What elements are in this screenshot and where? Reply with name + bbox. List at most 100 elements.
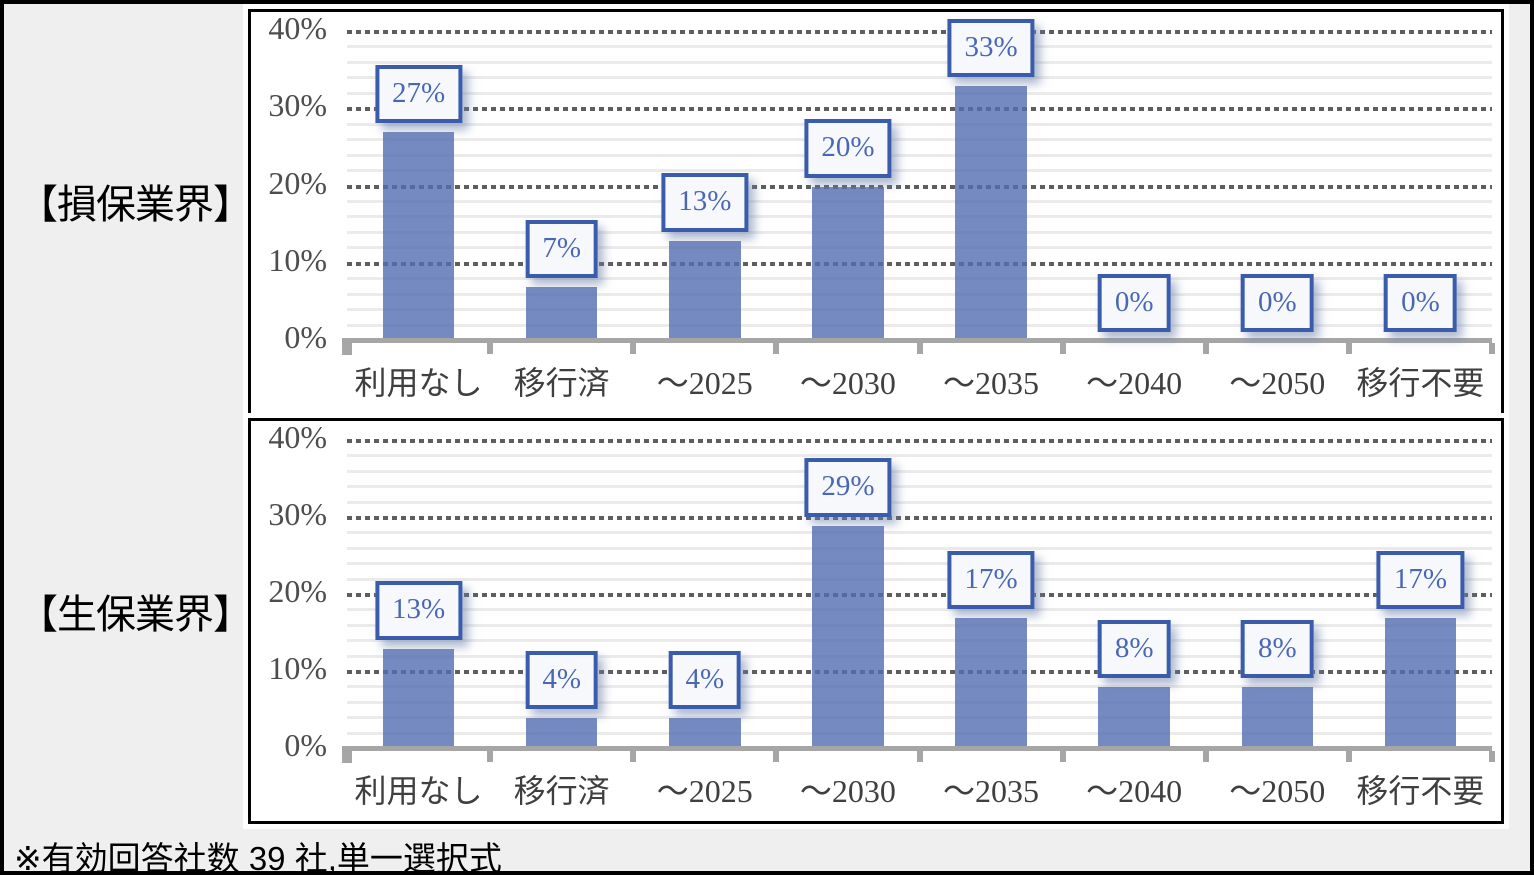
category-label: ～2035 bbox=[943, 773, 1040, 809]
minor-gridline bbox=[347, 485, 1492, 489]
category-label: 移行不要 bbox=[1356, 365, 1485, 401]
x-axis-tick bbox=[916, 343, 923, 354]
data-label: 17% bbox=[947, 550, 1035, 610]
minor-gridline bbox=[347, 323, 1492, 327]
bar bbox=[1098, 687, 1170, 749]
x-axis-tick bbox=[630, 343, 637, 354]
footnote: ※有効回答社数 39 社,単一選択式 bbox=[14, 840, 502, 875]
data-label: 20% bbox=[804, 119, 892, 178]
data-label: 27% bbox=[374, 65, 463, 124]
data-label: 8% bbox=[1097, 619, 1171, 679]
minor-gridline bbox=[347, 292, 1492, 296]
x-axis-tick bbox=[1489, 751, 1495, 762]
x-axis-tick bbox=[1345, 343, 1352, 354]
bar bbox=[955, 618, 1027, 749]
minor-gridline bbox=[347, 546, 1492, 550]
minor-gridline bbox=[347, 577, 1492, 581]
category-label: 利用なし bbox=[354, 365, 483, 401]
bar bbox=[669, 240, 741, 341]
data-label: 8% bbox=[1240, 619, 1314, 679]
data-label: 29% bbox=[804, 458, 892, 517]
category-label: 移行済 bbox=[513, 365, 610, 401]
y-axis-tick-label: 40% bbox=[268, 419, 327, 456]
minor-gridline bbox=[347, 500, 1492, 504]
bar-chart-nonlife-industry: 0% 10% 20% 30% 40% 27% 利用なし 7% 移行済 13% ～2025 20% ～20… bbox=[248, 9, 1504, 416]
minor-gridline bbox=[347, 277, 1492, 281]
x-axis-tick bbox=[630, 751, 637, 762]
data-label: 13% bbox=[661, 173, 749, 232]
y-axis-tick-label: 40% bbox=[268, 10, 327, 47]
bar bbox=[812, 525, 884, 749]
category-label: 利用なし bbox=[354, 773, 483, 809]
minor-gridline bbox=[347, 531, 1492, 535]
data-label: 7% bbox=[525, 219, 599, 278]
minor-gridline bbox=[347, 122, 1492, 126]
category-label: ～2035 bbox=[943, 365, 1040, 401]
minor-gridline bbox=[347, 169, 1492, 173]
category-label: ～2050 bbox=[1229, 365, 1326, 401]
data-label: 0% bbox=[1240, 273, 1314, 332]
major-gridline bbox=[347, 107, 1492, 112]
minor-gridline bbox=[347, 716, 1492, 720]
category-label: ～2025 bbox=[656, 773, 753, 809]
x-axis-tick bbox=[487, 751, 494, 762]
y-axis-tick-label: 0% bbox=[284, 727, 327, 764]
bar-chart-life-industry: 0% 10% 20% 30% 40% 13% 利用なし 4% 移行済 4% ～2025 29% ～203… bbox=[248, 418, 1504, 824]
minor-gridline bbox=[347, 685, 1492, 689]
category-label: ～2040 bbox=[1086, 365, 1183, 401]
minor-gridline bbox=[347, 45, 1492, 49]
minor-gridline bbox=[347, 654, 1492, 658]
y-axis-tick-label: 30% bbox=[268, 87, 327, 124]
category-label: 移行済 bbox=[513, 773, 610, 809]
minor-gridline bbox=[347, 308, 1492, 312]
x-axis-line bbox=[347, 338, 1492, 343]
category-label: ～2040 bbox=[1086, 773, 1183, 809]
plot-area: 0% 10% 20% 30% 40% 13% 利用なし 4% 移行済 4% ～2025 29% ～203… bbox=[268, 421, 1495, 807]
y-axis-tick-label: 10% bbox=[268, 650, 327, 687]
x-axis-tick bbox=[1489, 343, 1495, 354]
minor-gridline bbox=[347, 608, 1492, 612]
bar bbox=[525, 286, 598, 341]
data-label: 4% bbox=[525, 650, 599, 710]
category-label: ～2030 bbox=[799, 773, 896, 809]
minor-gridline bbox=[347, 623, 1492, 627]
y-axis-tick-label: 20% bbox=[268, 573, 327, 610]
minor-gridline bbox=[347, 199, 1492, 203]
row-label-nonlife-industry: 【損保業界】 bbox=[18, 183, 253, 227]
x-axis-tick bbox=[342, 338, 352, 355]
major-gridline bbox=[347, 593, 1492, 597]
minor-gridline bbox=[347, 76, 1492, 80]
bar bbox=[669, 718, 741, 749]
y-axis-tick-label: 10% bbox=[268, 241, 327, 278]
y-axis-tick-label: 20% bbox=[268, 164, 327, 201]
x-axis-tick bbox=[487, 343, 494, 354]
y-axis-tick-label: 30% bbox=[268, 496, 327, 533]
bar bbox=[1384, 618, 1457, 749]
data-label: 4% bbox=[668, 650, 742, 710]
minor-gridline bbox=[347, 138, 1492, 142]
minor-gridline bbox=[347, 639, 1492, 643]
x-axis-tick bbox=[773, 751, 780, 762]
minor-gridline bbox=[347, 454, 1492, 458]
minor-gridline bbox=[347, 215, 1492, 219]
minor-gridline bbox=[347, 562, 1492, 566]
minor-gridline bbox=[347, 700, 1492, 704]
category-label: 移行不要 bbox=[1356, 773, 1485, 809]
y-axis-tick-label: 0% bbox=[284, 319, 327, 356]
major-gridline bbox=[347, 670, 1492, 674]
x-axis-tick bbox=[1345, 751, 1352, 762]
x-axis-tick bbox=[1202, 343, 1209, 354]
bar bbox=[1241, 687, 1314, 749]
bar bbox=[382, 132, 455, 341]
data-label: 0% bbox=[1384, 273, 1457, 332]
data-label: 0% bbox=[1097, 273, 1171, 332]
minor-gridline bbox=[347, 60, 1492, 64]
bar bbox=[525, 718, 598, 749]
bar bbox=[382, 648, 455, 749]
x-axis-tick bbox=[1202, 751, 1209, 762]
x-axis-line bbox=[347, 746, 1492, 751]
data-label: 13% bbox=[374, 581, 463, 640]
x-axis-tick bbox=[1059, 343, 1066, 354]
category-label: ～2050 bbox=[1229, 773, 1326, 809]
